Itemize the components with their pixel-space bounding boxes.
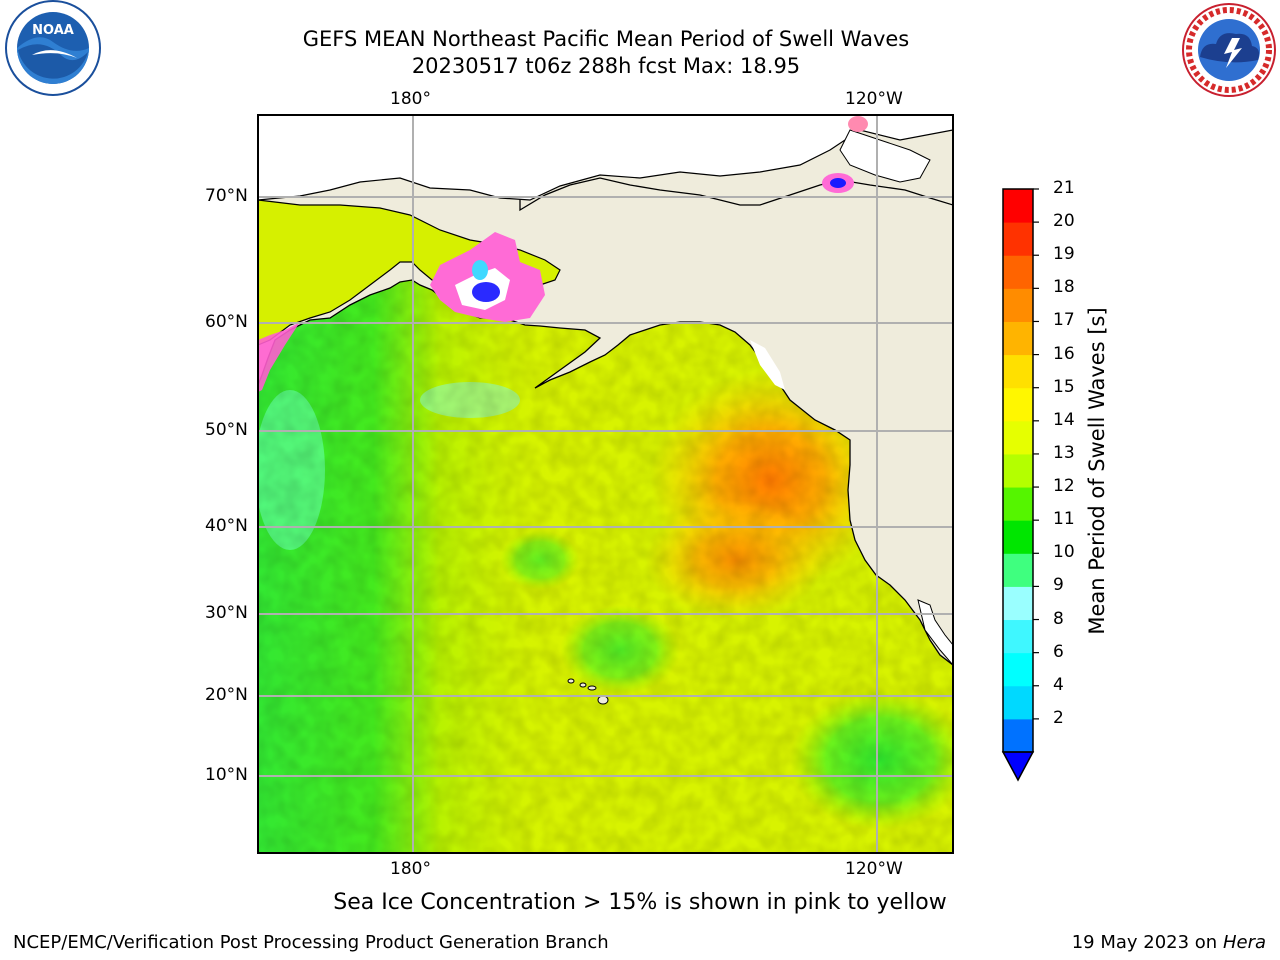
sea-ice-north [848, 116, 868, 132]
colorbar-tick-label: 14 [1053, 409, 1075, 430]
colorbar-segment [1003, 586, 1033, 621]
arctic-ocean [258, 115, 953, 201]
colorbar-tick-label: 10 [1053, 542, 1075, 563]
colorbar-tick-label: 13 [1053, 442, 1075, 463]
colorbar-segment [1003, 453, 1033, 488]
colorbar-segment [1003, 718, 1033, 753]
graticule [258, 115, 953, 853]
noaa-logo-text: NOAA [32, 23, 74, 38]
colorbar-segment [1003, 520, 1033, 554]
lon-label-top-120w: 120°W [845, 89, 903, 109]
noaa-logo: NOAA [5, 0, 101, 96]
colorbar-tick-label: 20 [1053, 211, 1075, 232]
inside-passage [750, 340, 785, 390]
sea-ice-note: Sea Ice Concentration > 15% is shown in … [333, 890, 947, 915]
colorbar-segment [1003, 288, 1033, 322]
colorbar-tick-label: 9 [1053, 575, 1064, 596]
credit-line: NCEP/EMC/Verification Post Processing Pr… [13, 932, 609, 953]
colorbar-tick-label: 8 [1053, 608, 1064, 629]
map-frame [257, 114, 954, 854]
colorbar-segment [1003, 685, 1033, 720]
colorbar-tick-label: 4 [1053, 674, 1064, 695]
colorbar-tick-label: 15 [1053, 376, 1075, 397]
nws-logo [1182, 3, 1276, 97]
colorbar-frame [1002, 188, 1034, 753]
chart-subtitle: 20230517 t06z 288h fcst Max: 18.95 [411, 54, 801, 78]
colorbar-tick-label: 19 [1053, 244, 1075, 265]
lat-label-20n: 20°N [205, 685, 248, 705]
colorbar-segment [1003, 619, 1033, 654]
colorbar-tick-label: 11 [1053, 509, 1075, 530]
lat-label-50n: 50°N [205, 420, 248, 440]
host-name: Hera [1222, 932, 1266, 953]
sea-ice-bering-deep [472, 282, 500, 302]
lon-label-top-180: 180° [390, 89, 431, 109]
colorbar-segment [1003, 255, 1033, 289]
lon-label-bottom-180: 180° [390, 859, 431, 879]
colorbar-tick-label: 12 [1053, 476, 1075, 497]
run-date: 19 May 2023 on [1071, 932, 1218, 953]
colorbar-segment [1003, 553, 1033, 587]
colorbar-segment [1003, 189, 1033, 223]
colorbar-tick-label: 6 [1053, 641, 1064, 662]
sea-ice-hudson-deep [830, 178, 846, 188]
arctic-inlet [839, 129, 931, 183]
lat-label-70n: 70°N [205, 186, 248, 206]
lat-label-40n: 40°N [205, 516, 248, 536]
lat-label-10n: 10°N [205, 765, 248, 785]
colorbar-segment [1003, 487, 1033, 521]
colorbar-segment [1003, 222, 1033, 256]
colorbar-segment [1003, 387, 1033, 422]
colorbar-tick-label: 17 [1053, 310, 1075, 331]
colorbar-tick-label: 18 [1053, 277, 1075, 298]
sea-ice-bering-cyan [472, 260, 488, 280]
colorbar-tick-label: 16 [1053, 343, 1075, 364]
chart-title: GEFS MEAN Northeast Pacific Mean Period … [302, 27, 910, 51]
colorbar-tick-label: 2 [1053, 707, 1064, 728]
lat-label-60n: 60°N [205, 312, 248, 332]
colorbar-segment [1003, 420, 1033, 455]
date-host: 19 May 2023 on Hera [1072, 932, 1266, 953]
gulf-of-california [917, 599, 953, 666]
hawaiian-islands [567, 678, 609, 705]
lon-label-bottom-120w: 120°W [845, 859, 903, 879]
sea-ice-kamchatka [258, 322, 300, 392]
colorbar-segment [1003, 652, 1033, 687]
lat-label-30n: 30°N [205, 603, 248, 623]
colorbar-label: Mean Period of Swell Waves [s] [1085, 307, 1109, 635]
colorbar-tick-label: 21 [1053, 178, 1075, 198]
colorbar-segment [1003, 321, 1033, 356]
colorbar-under-triangle [1001, 751, 1035, 782]
colorbar-segment [1003, 354, 1033, 389]
